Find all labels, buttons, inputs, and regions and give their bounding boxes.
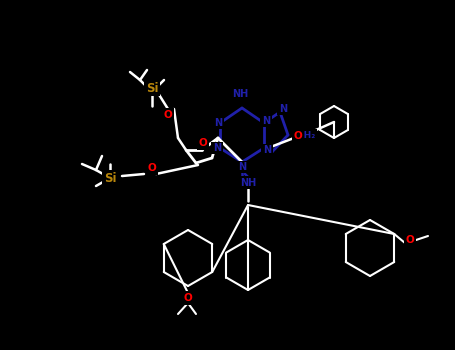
Text: O: O (184, 293, 192, 303)
Text: NH: NH (232, 89, 248, 99)
Text: N: N (213, 143, 221, 153)
Text: Si: Si (146, 82, 158, 95)
Text: O: O (164, 110, 172, 120)
Text: NH: NH (240, 178, 256, 188)
Text: O: O (199, 138, 207, 148)
Text: N: N (262, 116, 270, 126)
Text: N: N (238, 162, 246, 172)
Text: N: N (279, 104, 287, 114)
Text: O: O (293, 131, 303, 141)
Text: Si: Si (104, 172, 116, 184)
Text: N: N (240, 177, 248, 187)
Text: N: N (214, 118, 222, 128)
Text: O: O (147, 163, 157, 173)
Text: NH₂: NH₂ (296, 131, 316, 140)
Text: O: O (405, 235, 415, 245)
Text: N: N (263, 145, 271, 155)
